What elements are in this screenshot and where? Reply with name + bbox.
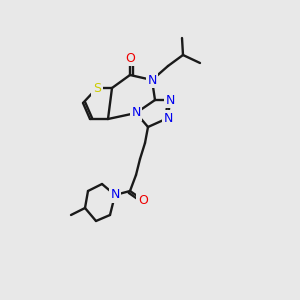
Text: S: S [93, 82, 101, 94]
Text: O: O [125, 52, 135, 64]
Text: N: N [131, 106, 141, 119]
Text: N: N [147, 74, 157, 86]
Text: N: N [110, 188, 120, 202]
Text: N: N [163, 112, 173, 124]
Text: O: O [138, 194, 148, 206]
Text: N: N [165, 94, 175, 106]
